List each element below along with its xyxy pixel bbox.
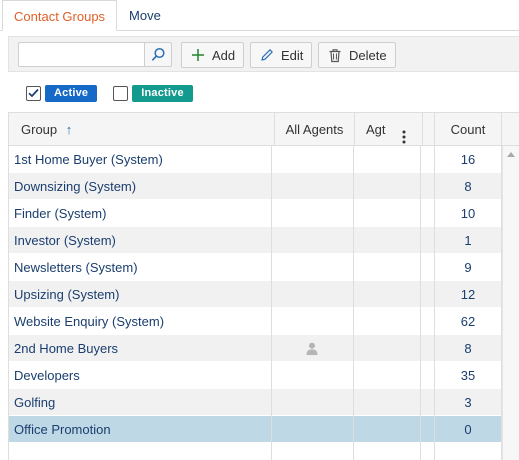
table-row[interactable]: 2nd Home Buyers 8	[9, 335, 502, 362]
column-header-group-label: Group	[21, 122, 58, 137]
trash-icon	[327, 47, 343, 63]
group-name-cell[interactable]: Investor (System)	[14, 233, 116, 248]
delete-button[interactable]: Delete	[318, 42, 396, 68]
count-cell: 8	[464, 179, 472, 194]
group-name-cell[interactable]: Office Promotion	[14, 422, 111, 437]
table-row[interactable]: Developers 35	[9, 362, 502, 389]
group-name-cell[interactable]: Golfing	[14, 395, 56, 410]
checkmark-icon	[28, 88, 39, 98]
search-icon	[151, 47, 166, 62]
column-header-spacer	[423, 113, 435, 146]
scroll-up-icon[interactable]	[507, 152, 515, 157]
group-name-cell[interactable]: Developers	[14, 368, 80, 383]
group-name-cell[interactable]: Downsizing (System)	[14, 179, 137, 194]
table-row[interactable]: 1st Home Buyer (System) 16	[9, 146, 502, 173]
count-cell: 12	[460, 287, 476, 302]
column-header-all-agents-label: All Agents	[285, 122, 344, 137]
group-name-cell[interactable]: Finder (System)	[14, 206, 107, 221]
group-name-cell[interactable]: Website Enquiry (System)	[14, 314, 165, 329]
grid-header: Group ↑ All Agents Agt Count	[9, 112, 519, 146]
table-row[interactable]: Finder (System) 10	[9, 200, 502, 227]
column-header-agt-label: Agt	[366, 122, 386, 137]
add-button-label: Add	[212, 47, 236, 63]
table-row[interactable]: Upsizing (System) 12	[9, 281, 502, 308]
contact-groups-grid: Group ↑ All Agents Agt Count 1st Home Bu…	[8, 112, 519, 460]
inactive-badge[interactable]: Inactive	[132, 84, 193, 102]
count-cell: 10	[460, 206, 476, 221]
inactive-checkbox[interactable]	[113, 85, 129, 101]
person-icon	[306, 342, 318, 355]
search-input[interactable]	[18, 42, 144, 67]
count-cell: 35	[460, 368, 476, 383]
tab-move[interactable]: Move	[129, 8, 161, 23]
count-cell: 3	[464, 395, 472, 410]
edit-button[interactable]: Edit	[250, 42, 313, 68]
sort-ascending-icon: ↑	[65, 122, 73, 137]
search-button[interactable]	[144, 42, 172, 67]
group-name-cell[interactable]: Upsizing (System)	[14, 287, 120, 302]
column-header-all-agents[interactable]: All Agents	[275, 113, 355, 146]
group-name-cell[interactable]: Newsletters (System)	[14, 260, 138, 275]
table-row[interactable]: Downsizing (System) 8	[9, 173, 502, 200]
table-row[interactable]: Investor (System) 1	[9, 227, 502, 254]
vertical-scrollbar[interactable]	[502, 146, 519, 460]
table-row[interactable]: Website Enquiry (System) 62	[9, 308, 502, 335]
column-header-count[interactable]: Count	[435, 113, 502, 146]
add-button[interactable]: Add	[181, 42, 245, 68]
table-row[interactable]: Newsletters (System) 9	[9, 254, 502, 281]
table-row[interactable]: Golfing 3	[9, 389, 502, 416]
column-header-agt[interactable]: Agt	[355, 113, 423, 146]
grid-body: 1st Home Buyer (System) 16 Downsizing (Sys…	[9, 146, 502, 443]
column-header-count-label: Count	[450, 122, 486, 137]
active-checkbox[interactable]	[26, 85, 41, 101]
count-cell: 62	[460, 314, 476, 329]
pencil-icon	[259, 47, 275, 63]
count-cell: 9	[464, 260, 472, 275]
count-cell: 0	[464, 422, 472, 437]
status-filters: Active Inactive	[26, 83, 193, 103]
column-menu-icon[interactable]	[402, 123, 406, 144]
tab-contact-groups[interactable]: Contact Groups	[2, 0, 118, 31]
count-cell: 8	[464, 341, 472, 356]
count-cell: 16	[460, 152, 476, 167]
plus-icon	[190, 47, 206, 63]
active-badge[interactable]: Active	[45, 84, 98, 102]
table-row[interactable]: Office Promotion 0	[9, 416, 502, 443]
delete-button-label: Delete	[349, 47, 387, 63]
group-name-cell[interactable]: 2nd Home Buyers	[14, 341, 119, 356]
group-name-cell[interactable]: 1st Home Buyer (System)	[14, 152, 163, 167]
column-header-group[interactable]: Group ↑	[9, 113, 275, 146]
edit-button-label: Edit	[281, 47, 304, 63]
tab-bar: Contact Groups Move	[0, 0, 519, 31]
toolbar: Add Edit Delete	[8, 36, 519, 72]
count-cell: 1	[464, 233, 472, 248]
